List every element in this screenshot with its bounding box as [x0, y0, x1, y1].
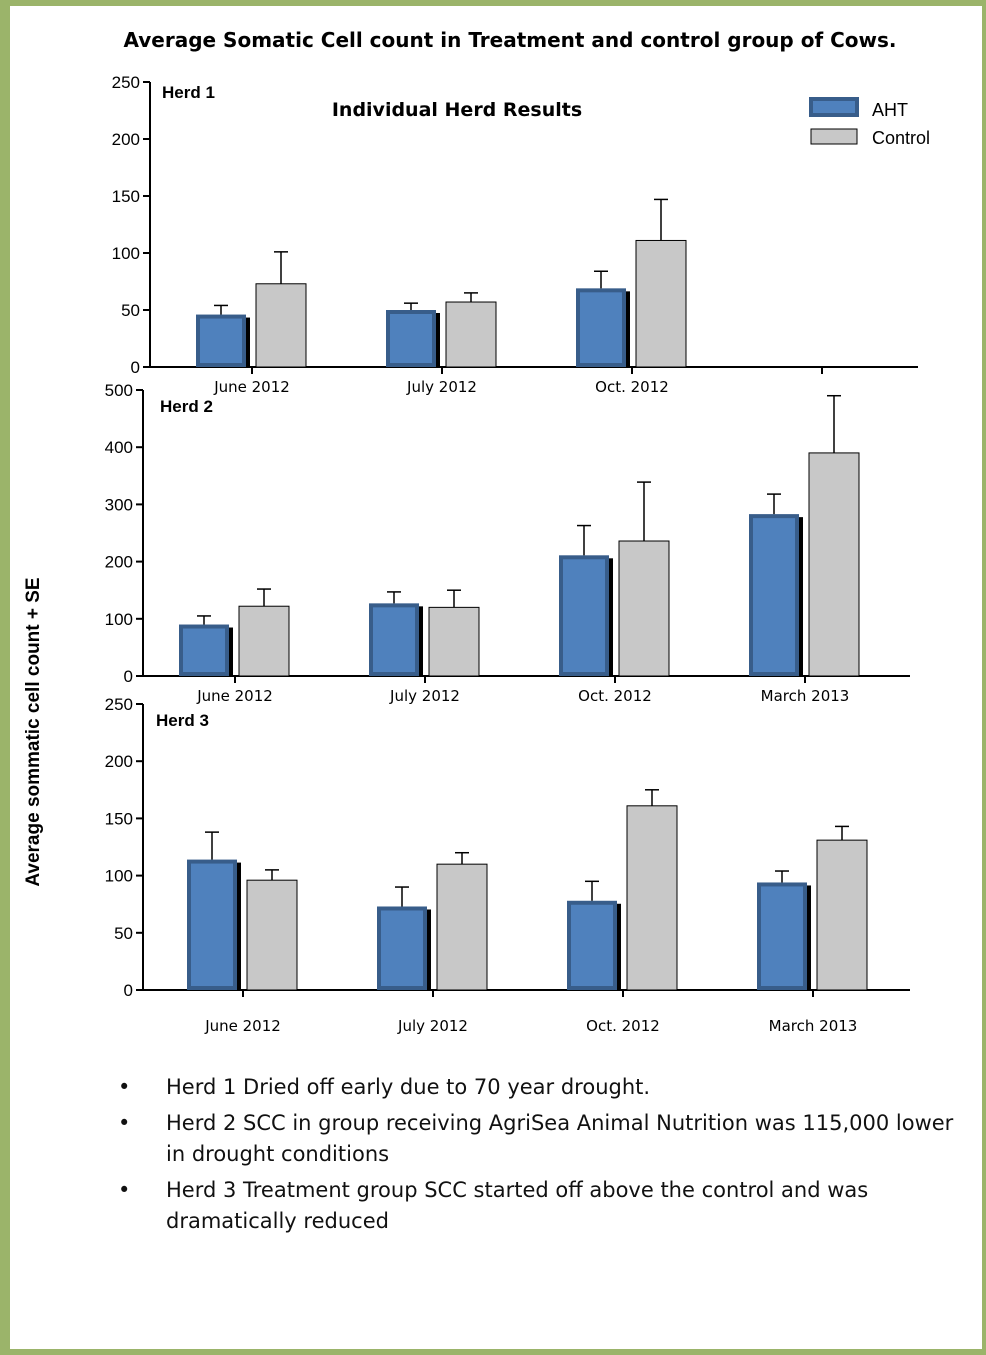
notes-list: • Herd 1 Dried off early due to 70 year d…	[110, 1072, 960, 1242]
y-tick-label: 50	[121, 301, 140, 320]
y-tick-label: 200	[105, 553, 133, 572]
note-text: Herd 1 Dried off early due to 70 year dr…	[166, 1075, 651, 1099]
y-tick-label: 300	[105, 495, 133, 514]
y-tick-label: 100	[105, 867, 133, 886]
bar-control	[238, 605, 290, 677]
bar-control	[436, 863, 488, 991]
x-tick-label: July 2012	[406, 378, 477, 396]
y-tick-label: 0	[124, 981, 133, 1000]
bullet-icon: •	[118, 1110, 131, 1135]
y-tick-label: 150	[105, 809, 133, 828]
bar-control	[428, 606, 480, 677]
legend-swatch-control	[810, 128, 858, 145]
bar-aht	[576, 288, 626, 367]
panel-label: Herd 3	[156, 711, 209, 730]
legend-swatch-aht	[809, 97, 859, 117]
herd-charts: 0 50 100 150 200 250 June 2012 July 2012 Oct. 20…	[105, 73, 930, 1035]
note-text: Herd 3 Treatment group SCC started off a…	[166, 1177, 869, 1234]
y-tick-label: 250	[105, 695, 133, 714]
bullet-icon: •	[118, 1177, 131, 1202]
note-item: • Herd 1 Dried off early due to 70 year d…	[110, 1072, 960, 1104]
y-tick-label: 100	[105, 610, 133, 629]
bar-aht	[559, 555, 609, 676]
bar-control	[816, 839, 868, 991]
y-tick-label: 200	[105, 752, 133, 771]
bar-aht	[757, 882, 807, 990]
x-tick-label: Oct. 2012	[578, 687, 652, 705]
bar-aht	[187, 859, 237, 990]
x-tick-label: Oct. 2012	[586, 1017, 660, 1035]
bar-aht	[386, 310, 436, 367]
x-tick-label: July 2012	[389, 687, 460, 705]
y-tick-label: 200	[112, 130, 140, 149]
y-tick-label: 400	[105, 438, 133, 457]
note-text: Herd 2 SCC in group receiving AgriSea An…	[166, 1110, 954, 1167]
bar-aht	[377, 906, 427, 990]
bar-aht	[179, 624, 229, 677]
x-tick-label: June 2012	[204, 1017, 281, 1035]
x-tick-label: June 2012	[213, 378, 290, 396]
panel-label: Herd 2	[160, 397, 213, 416]
y-tick-label: 500	[105, 381, 133, 400]
y-tick-label: 250	[112, 73, 140, 92]
bar-aht	[567, 900, 617, 991]
bar-control	[635, 239, 687, 368]
y-tick-label: 100	[112, 244, 140, 263]
panel-label: Herd 1	[162, 83, 215, 102]
bar-aht	[749, 514, 799, 677]
y-tick-label: 0	[131, 358, 140, 377]
x-tick-label: Oct. 2012	[595, 378, 669, 396]
page-title: Average Somatic Cell count in Treatment …	[123, 28, 897, 52]
x-tick-label: July 2012	[397, 1017, 468, 1035]
bar-control	[626, 805, 678, 991]
x-tick-label: March 2013	[769, 1017, 858, 1035]
panel-subtitle: Individual Herd Results	[332, 99, 582, 121]
legend-label-aht: AHT	[872, 100, 908, 120]
bar-control	[618, 540, 670, 677]
bar-control	[255, 283, 307, 368]
bar-control	[445, 301, 497, 368]
bar-aht	[369, 603, 419, 677]
note-item: • Herd 2 SCC in group receiving AgriSea A…	[110, 1108, 960, 1171]
y-tick-label: 50	[114, 924, 133, 943]
x-tick-label: June 2012	[196, 687, 273, 705]
bar-aht	[196, 314, 246, 367]
bar-control	[246, 879, 298, 991]
bar-control	[808, 452, 860, 677]
bullet-icon: •	[118, 1075, 131, 1099]
note-item: • Herd 3 Treatment group SCC started off …	[110, 1175, 960, 1238]
legend-label-control: Control	[872, 128, 930, 148]
y-tick-label: 150	[112, 187, 140, 206]
y-tick-label: 0	[124, 667, 133, 686]
x-tick-label: March 2013	[761, 687, 850, 705]
